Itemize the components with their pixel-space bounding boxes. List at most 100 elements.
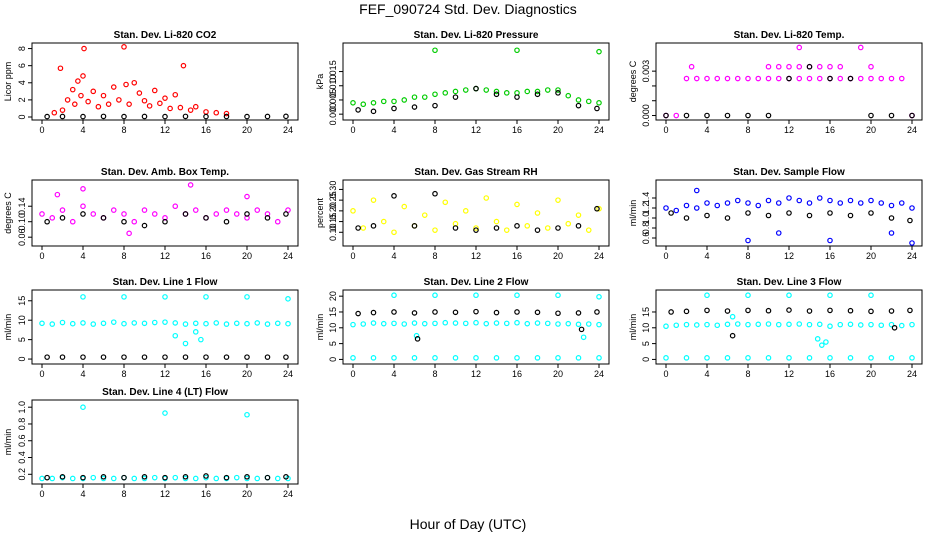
data-point [575,321,582,328]
data-point [473,308,479,315]
data-point [745,292,751,299]
data-point [534,88,541,95]
data-point [534,91,541,98]
data-point [888,230,895,236]
y-axis-label: kPa [315,74,325,90]
data-point [283,211,289,217]
data-point [786,63,792,70]
plot-frame [655,179,923,247]
data-point [493,309,500,316]
data-point [514,355,520,361]
plot-frame [31,42,299,121]
data-point [380,218,387,225]
data-point [244,320,250,327]
data-point [121,320,127,327]
data-point [724,308,731,314]
data-point [503,320,510,327]
data-point [452,355,459,361]
data-point [360,101,367,108]
y-tick-label: 0.4 [17,451,27,464]
data-point [483,320,490,327]
data-point [192,207,199,213]
x-tick-label: 16 [512,125,522,135]
data-point [775,230,782,236]
data-point [868,75,874,82]
data-point [452,88,459,95]
data-point [391,229,397,236]
data-point [198,336,204,343]
data-point [524,88,531,95]
data-point [391,355,397,361]
x-tick-label: 16 [512,251,522,261]
data-point [223,354,230,360]
data-point [254,475,261,482]
data-point [596,48,602,55]
x-tick-label: 24 [907,251,917,261]
data-point [555,225,561,231]
data-point [555,292,561,299]
data-point [44,218,50,225]
x-tick-label: 24 [594,125,604,135]
x-tick-label: 8 [121,125,126,135]
data-point [575,102,582,109]
y-tick-label: 0 [641,357,651,362]
data-point [555,197,561,203]
y-tick-label: 0 [17,114,27,119]
data-point [827,197,833,204]
data-point [493,88,500,95]
y-tick-label: 0.14 [17,197,27,215]
data-point [555,90,561,96]
data-point [411,310,418,316]
x-tick-label: 0 [39,369,44,379]
data-point [285,296,291,302]
data-point [172,91,179,98]
data-point [203,354,209,360]
data-point [370,309,377,316]
x-tick-label: 12 [784,251,794,261]
data-point [100,92,107,99]
data-point [796,44,803,51]
x-tick-label: 24 [594,369,604,379]
x-tick-label: 12 [160,251,170,261]
chart-panel-7: Stan. Dev. Line 1 Flow ml/min 0 4 8 12 16 20 24 0… [3,277,299,379]
data-point [44,474,50,481]
data-point [693,187,700,194]
data-point [534,320,541,326]
x-tick-label: 20 [553,251,563,261]
data-point [786,307,792,313]
panel-title: Stan. Dev. Li-820 CO2 [114,30,217,41]
data-point [765,197,772,204]
data-point [75,78,81,84]
data-point [391,105,397,112]
data-point [704,355,710,361]
data-point [847,307,854,314]
y-tick-label: 0.6 [641,232,651,245]
data-point [473,227,479,233]
x-tick-label: 12 [160,489,170,499]
y-tick-label: 5 [328,341,338,346]
y-tick-label: 10 [17,315,27,325]
data-point [157,100,163,107]
data-point [350,208,356,214]
data-point [121,474,127,481]
data-point [514,94,520,100]
data-point [806,308,813,314]
data-point [663,205,669,211]
data-point [909,112,915,119]
data-point [555,321,561,327]
data-point [59,207,66,213]
data-point [786,292,792,299]
data-point [473,85,479,92]
data-point [391,292,397,299]
data-point [411,104,418,110]
data-point [360,225,367,231]
chart-panel-10: Stan. Dev. Line 4 (LT) Flow ml/min 0 4 8 12 16… [3,387,299,499]
data-point [254,320,261,326]
data-point [80,113,86,120]
x-tick-label: 4 [704,369,709,379]
data-point [121,211,127,217]
x-tick-label: 16 [201,125,211,135]
data-point [724,200,731,206]
data-point [370,320,377,326]
data-point [391,193,397,199]
